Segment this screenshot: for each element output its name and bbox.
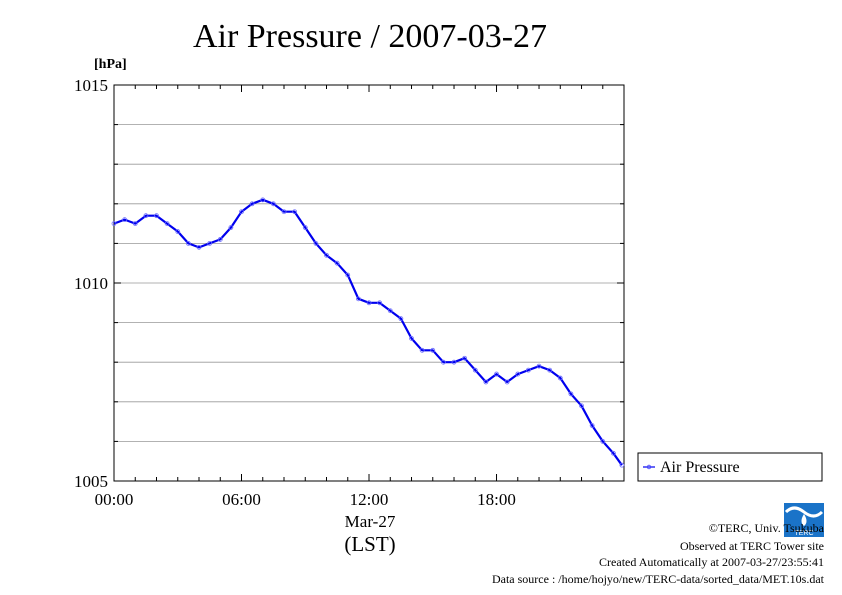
data-point: [324, 252, 329, 258]
series-line: [113, 198, 623, 466]
legend-box: [637, 452, 823, 482]
data-point: [281, 209, 287, 215]
data-point: [302, 225, 308, 230]
data-point: [440, 359, 446, 365]
data-point: [619, 462, 625, 468]
chart-title: Air Pressure / 2007-03-27: [193, 18, 547, 55]
data-point: [451, 359, 457, 365]
y-tick-label: 1015: [74, 76, 108, 95]
legend-label: Air Pressure: [660, 459, 740, 476]
data-point: [419, 347, 425, 353]
x-axis-label: (LST): [344, 532, 395, 556]
data-point: [547, 367, 553, 373]
data-point: [611, 450, 616, 456]
x-tick-label: 12:00: [350, 490, 389, 509]
data-point: [557, 375, 563, 381]
data-point: [398, 316, 404, 322]
data-point: [111, 221, 117, 227]
data-point: [525, 367, 531, 373]
grid-lines: [114, 124, 624, 442]
data-point: [217, 237, 223, 242]
data-point: [579, 403, 584, 409]
tick-labels: 1005 1010 1015 00:00 06:00 12:00 18:00: [74, 76, 516, 509]
data-point: [196, 244, 202, 250]
data-point: [175, 229, 181, 234]
data-point: [154, 213, 159, 219]
data-point: [249, 201, 255, 207]
data-point: [430, 347, 436, 353]
data-point: [515, 371, 521, 377]
data-point: [462, 355, 468, 361]
data-point: [589, 423, 595, 428]
data-point: [472, 367, 478, 373]
data-point: [536, 363, 542, 369]
data-point: [355, 296, 361, 302]
data-point: [600, 438, 606, 444]
terc-logo: TERC: [784, 503, 824, 537]
y-axis-unit: [hPa]: [94, 57, 127, 72]
y-tick-label: 1010: [74, 274, 108, 293]
data-point: [568, 391, 574, 397]
data-point: [366, 300, 372, 306]
data-point: [239, 209, 244, 215]
logo-wave-icon: [784, 506, 824, 518]
x-tick-label: 18:00: [477, 490, 516, 509]
x-tick-label: 00:00: [95, 490, 134, 509]
footer-observed: Observed at TERC Tower site: [680, 539, 824, 553]
y-tick-label: 1005: [74, 472, 108, 491]
logo-drop-icon: [801, 514, 807, 526]
data-point: [387, 308, 393, 314]
legend: Air Pressure: [637, 452, 823, 482]
data-point: [377, 300, 383, 306]
footer-created: Created Automatically at 2007-03-27/23:5…: [599, 555, 824, 569]
axis-ticks: [113, 84, 624, 482]
data-point: [132, 221, 138, 227]
data-point: [260, 197, 266, 203]
logo-text: TERC: [794, 530, 813, 537]
data-point: [164, 221, 170, 227]
data-point: [185, 240, 191, 246]
legend-marker: [646, 464, 652, 470]
footer-source: Data source : /home/hojyo/new/TERC-data/…: [492, 572, 825, 586]
x-tick-label: 06:00: [222, 490, 261, 509]
data-point: [122, 217, 128, 223]
data-point: [504, 379, 510, 385]
data-point: [409, 336, 414, 341]
data-point: [494, 371, 499, 377]
data-point: [345, 272, 351, 278]
data-point: [207, 240, 213, 246]
data-point: [270, 201, 276, 207]
data-point: [313, 240, 319, 246]
series-air-pressure: [111, 197, 625, 468]
data-point: [334, 260, 340, 266]
data-point: [483, 379, 489, 385]
x-date-label: Mar-27: [345, 512, 396, 531]
data-point: [143, 213, 149, 219]
data-point: [292, 209, 298, 215]
footer-copyright: ©TERC, Univ. Tsukuba: [709, 521, 825, 535]
data-point: [228, 225, 234, 230]
